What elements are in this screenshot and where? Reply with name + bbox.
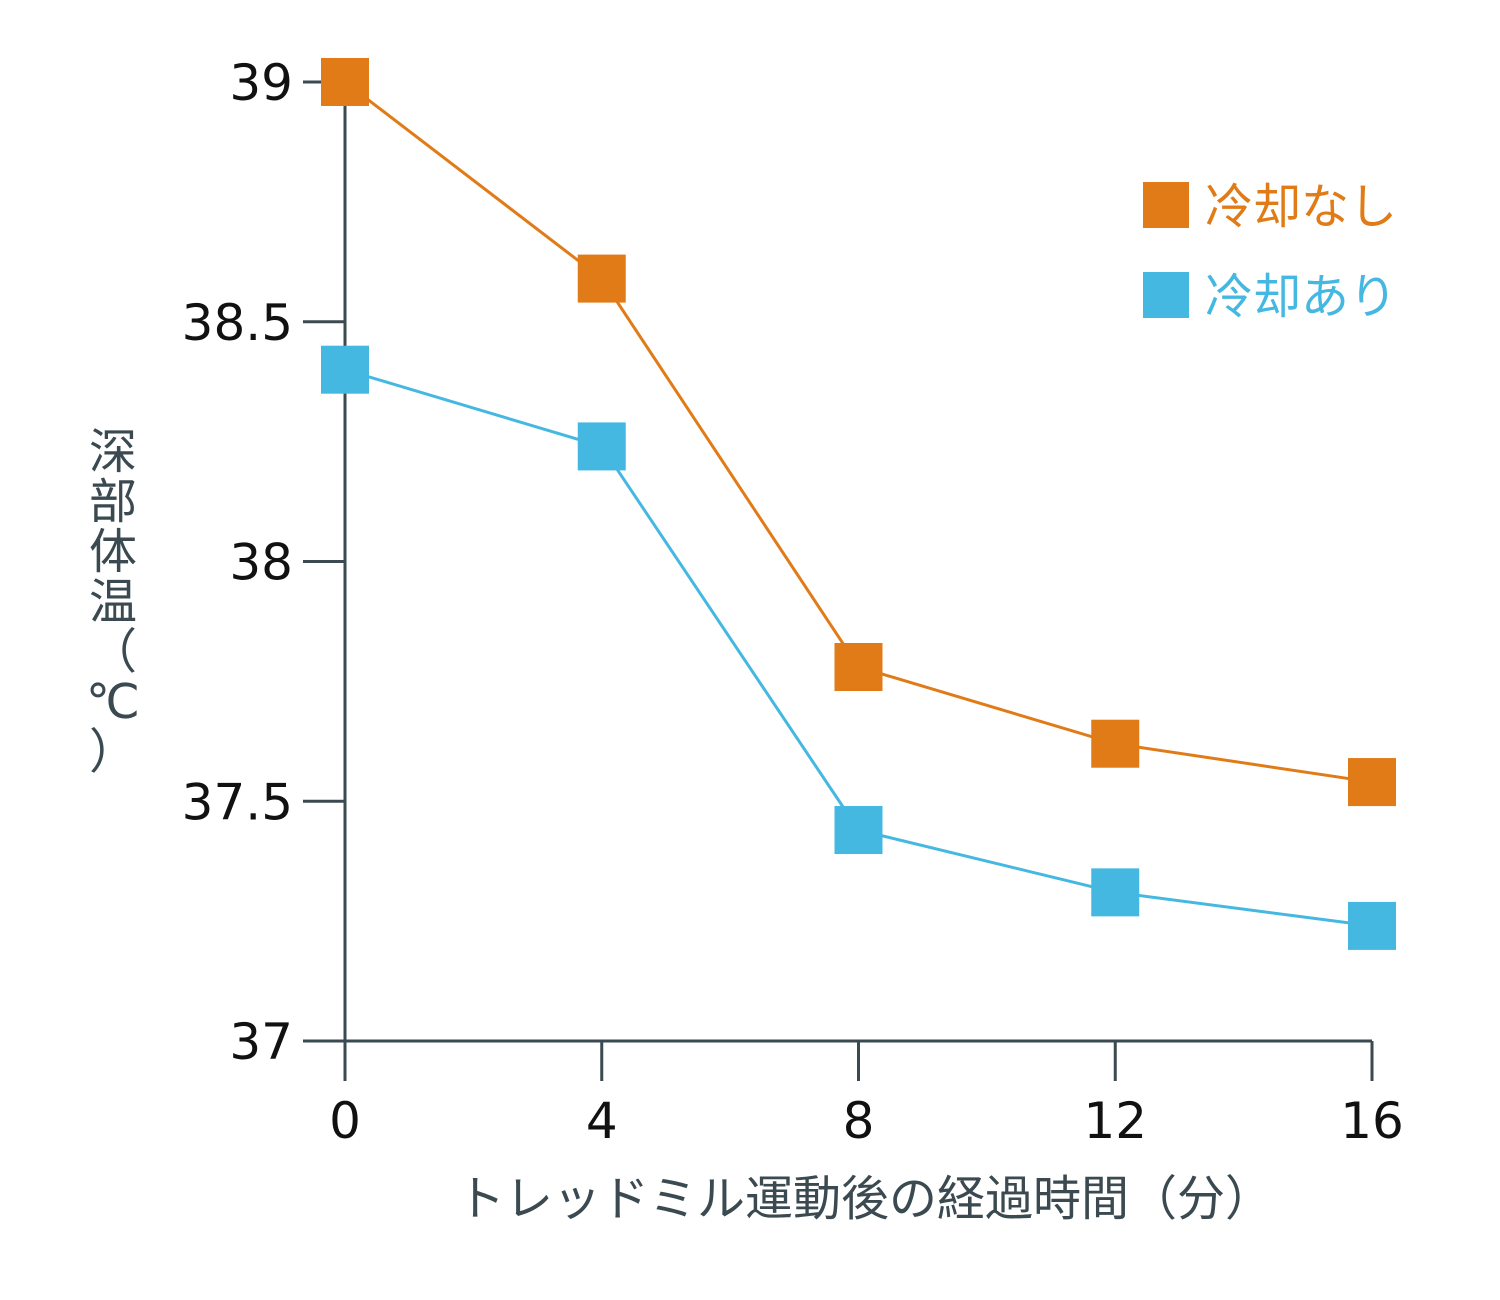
x-tick-label: 12 [1083,1092,1147,1150]
y-axis-title-char: 部 [89,474,137,530]
y-tick-label: 39 [229,54,293,112]
series-point [321,58,369,106]
series-point [1091,719,1140,768]
series-point [321,345,369,394]
y-tick-label: 37 [229,1013,293,1071]
legend-swatch [1143,272,1189,318]
legend-item: 冷却なし [1143,179,1397,235]
legend-item: 冷却あり [1143,269,1397,325]
series-point [1348,758,1396,807]
series-point [834,642,883,691]
y-axis-title-char: ℃ [86,674,140,730]
x-tick-label: 16 [1340,1092,1404,1150]
y-axis-title-char: 温 [89,574,137,630]
y-tick-label: 37.5 [182,773,293,831]
series-layer [321,58,1396,950]
series-1 [321,58,1396,807]
x-tick-label: 0 [329,1092,361,1150]
legend-label: 冷却なし [1205,179,1397,235]
axes: 37 37.5 38 38.5 39 0 4 8 12 16 [182,54,1404,1150]
legend-swatch [1143,182,1189,228]
x-tick-label: 4 [586,1092,618,1150]
series-point [1348,901,1396,950]
y-axis-title-char: 深 [89,424,137,480]
y-axis-title: 深部体温（℃） [86,424,140,780]
y-tick-label: 38.5 [182,294,293,352]
y-axis-title-char: ） [89,724,137,780]
legend-label: 冷却あり [1205,269,1397,325]
x-tick-label: 8 [843,1092,875,1150]
series-point [1091,868,1140,917]
y-tick-label: 38 [229,534,293,592]
y-axis-title-char: （ [89,624,137,680]
series-point [834,806,883,855]
series-2 [321,345,1396,950]
x-axis-title: トレッドミル運動後の経過時間（分） [457,1171,1273,1227]
y-axis-title-char: 体 [89,524,137,580]
series-point [577,422,626,471]
series-point [577,254,626,303]
